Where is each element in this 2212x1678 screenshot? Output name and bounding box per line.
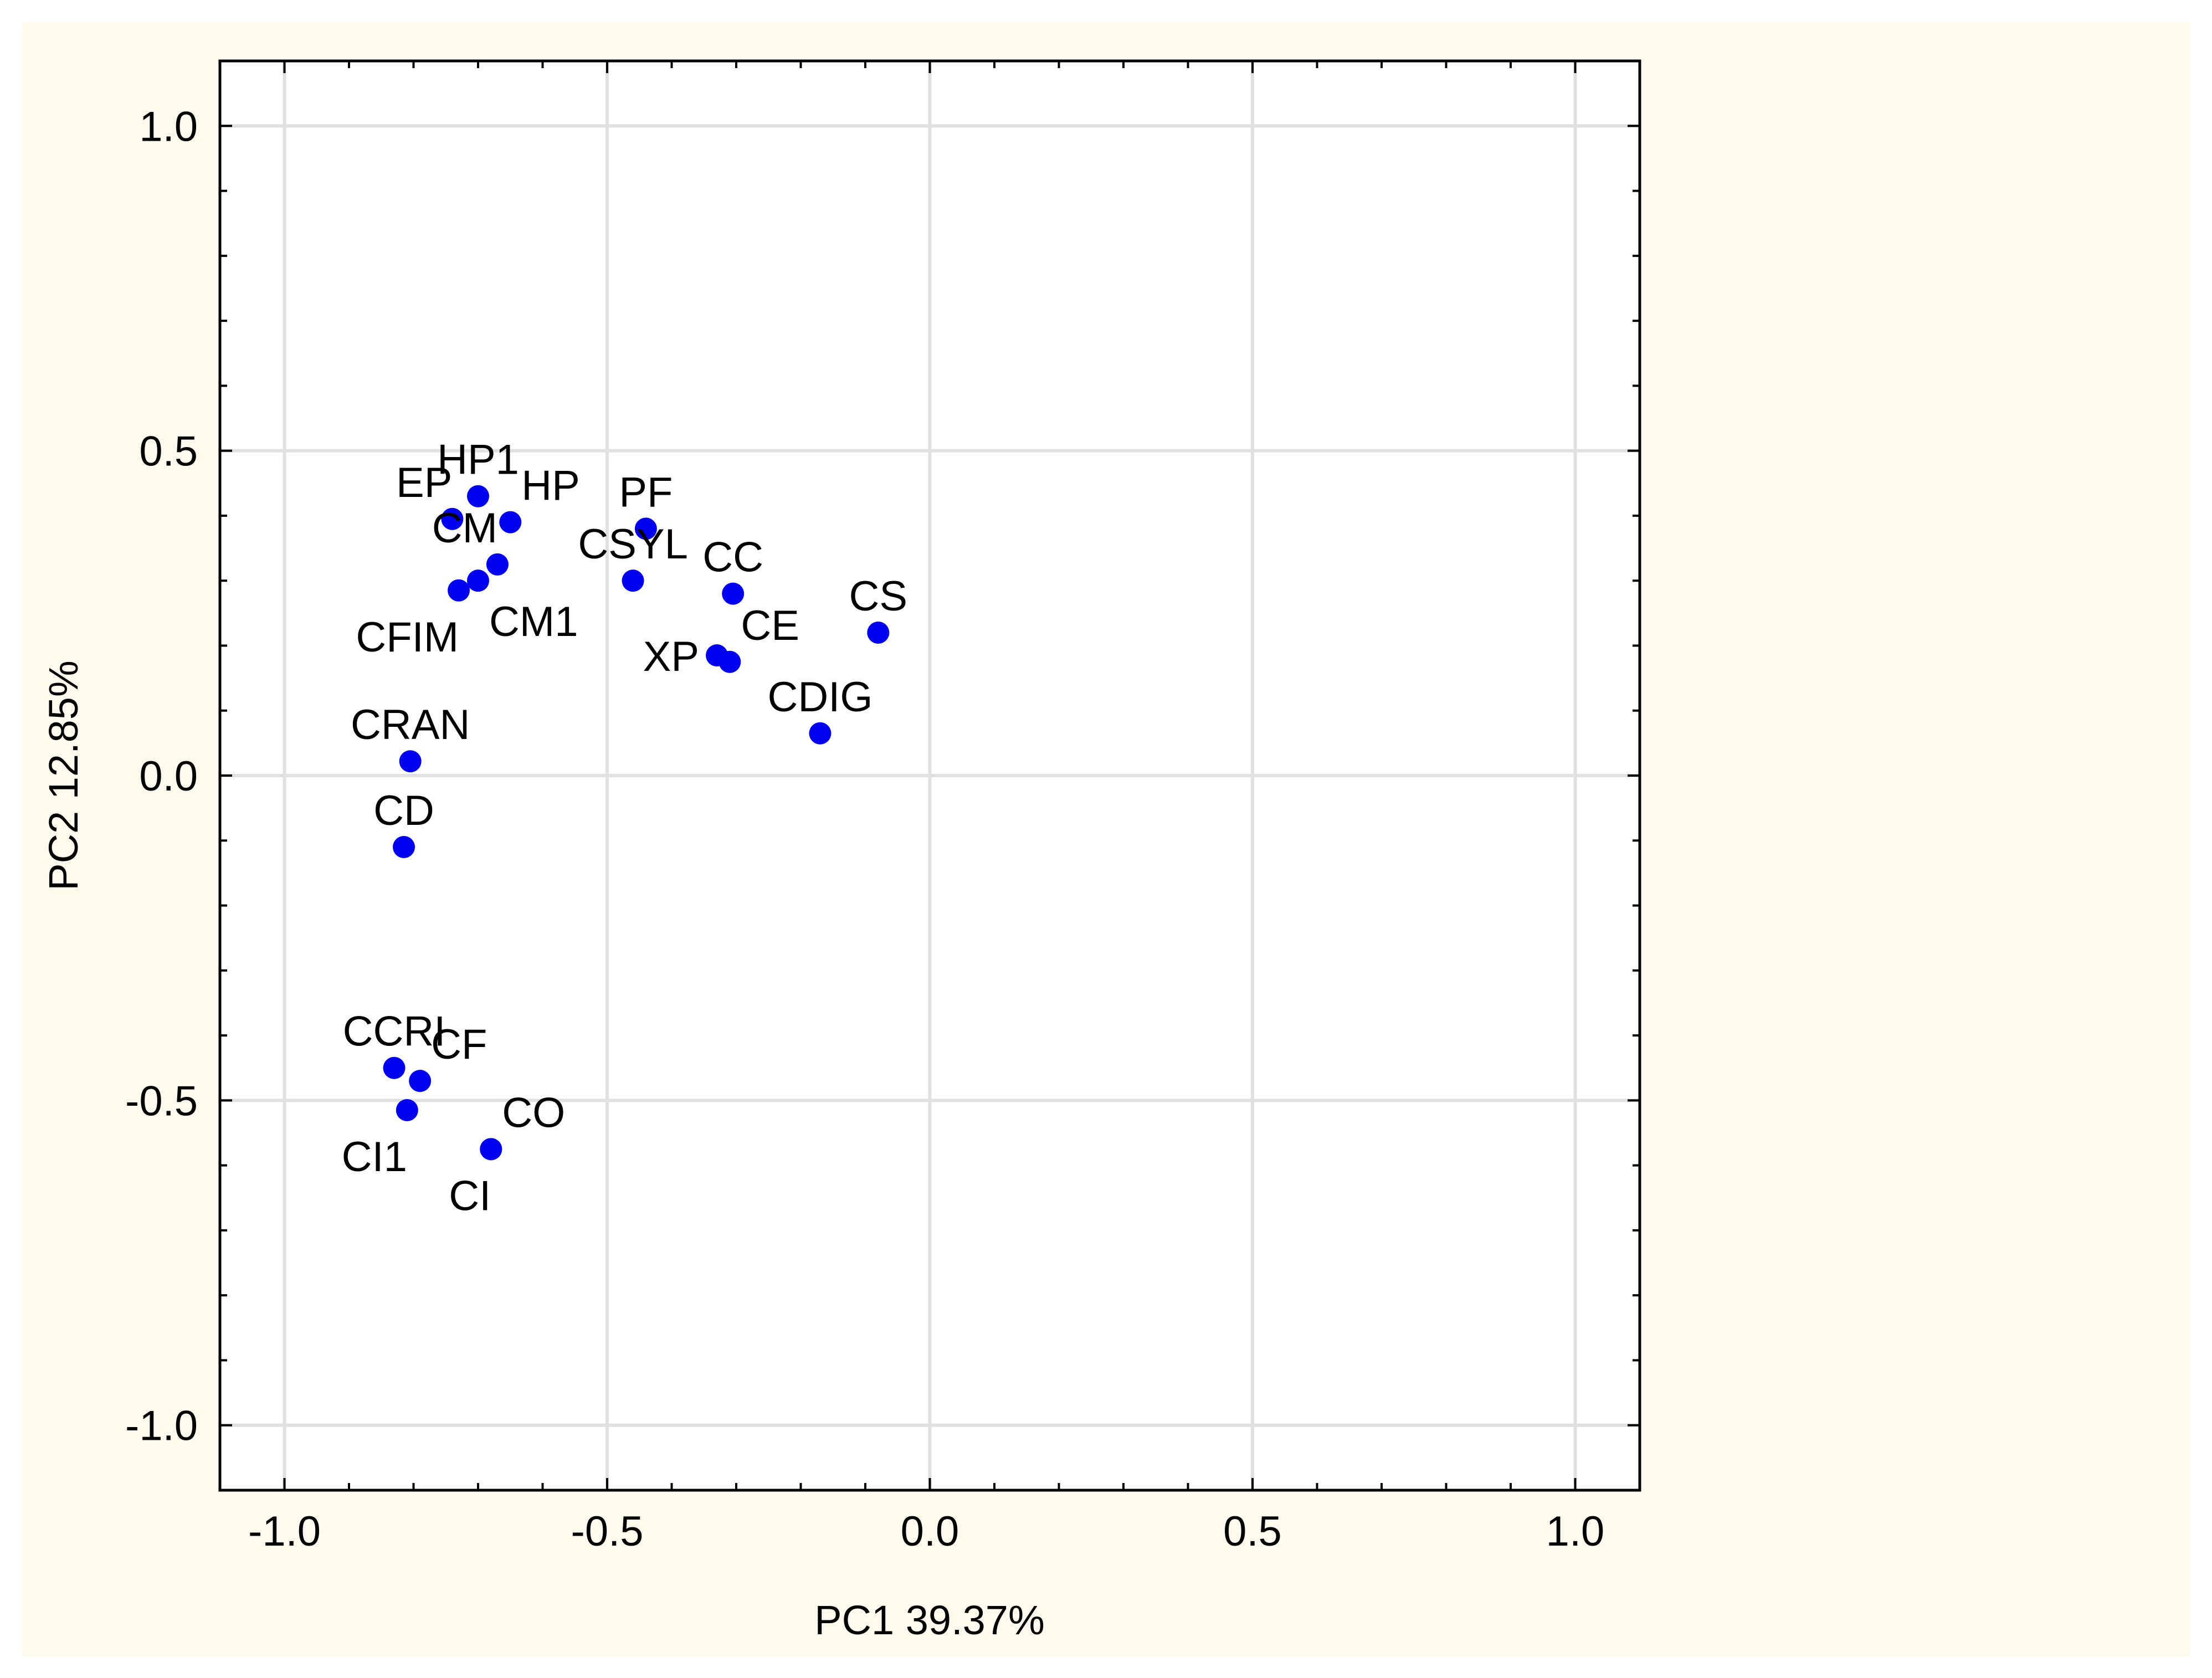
y-tick-label: 0.0 [139,753,198,800]
data-point [809,722,832,745]
y-axis-title: PC2 12.85% [40,660,86,891]
data-point [409,1070,432,1092]
data-point [486,553,509,576]
data-points [383,485,890,1161]
x-axis-title: PC1 39.37% [814,1597,1045,1643]
data-point [396,1099,418,1121]
x-tick-label: -0.5 [571,1508,644,1555]
data-point [399,750,422,773]
data-point [467,485,489,507]
point-label: HP [521,463,580,510]
point-label: CO [502,1089,565,1136]
data-point [867,622,890,644]
point-label: CF [431,1021,487,1068]
point-label: CD [373,787,434,834]
point-label: CS [849,573,908,620]
point-label: CRAN [351,701,470,748]
point-label: CI1 [342,1133,407,1181]
data-point [467,569,489,592]
y-tick-label: 1.0 [139,103,198,150]
x-tick-label: 1.0 [1546,1508,1605,1555]
y-tick-label: -0.5 [125,1077,198,1125]
data-point [622,569,644,592]
x-tick-label: 0.5 [1223,1508,1282,1555]
point-label: CE [741,602,799,649]
point-label: EP [396,459,452,506]
point-label: CFIM [356,614,459,661]
point-label: CC [702,534,763,581]
point-label: CSYL [578,521,688,568]
grid [220,61,1640,1490]
data-point [448,579,470,602]
data-point [383,1056,406,1079]
point-label: CCRI [343,1008,446,1055]
point-label: HP1 [437,437,519,484]
point-label: CI [449,1172,491,1219]
data-point [718,650,741,673]
y-tick-labels: -1.0 -0.5 0.0 0.5 1.0 [125,103,198,1449]
data-point [393,836,415,858]
point-label: CM [432,505,497,552]
data-point [480,1138,502,1161]
x-tick-labels: -1.0 -0.5 0.0 0.5 1.0 [248,1508,1604,1555]
data-point [499,511,522,533]
data-point [634,517,657,540]
data-point [722,582,745,605]
x-tick-label: -1.0 [248,1508,321,1555]
plot-frame [218,59,1641,1492]
data-point [441,507,464,530]
x-tick-label: 0.0 [901,1508,959,1555]
point-label: CM1 [489,598,578,645]
y-tick-label: 0.5 [139,428,198,475]
point-label: XP [643,633,699,680]
y-tick-label: -1.0 [125,1403,198,1450]
point-label: CDIG [767,674,873,721]
point-label: PF [619,469,673,516]
